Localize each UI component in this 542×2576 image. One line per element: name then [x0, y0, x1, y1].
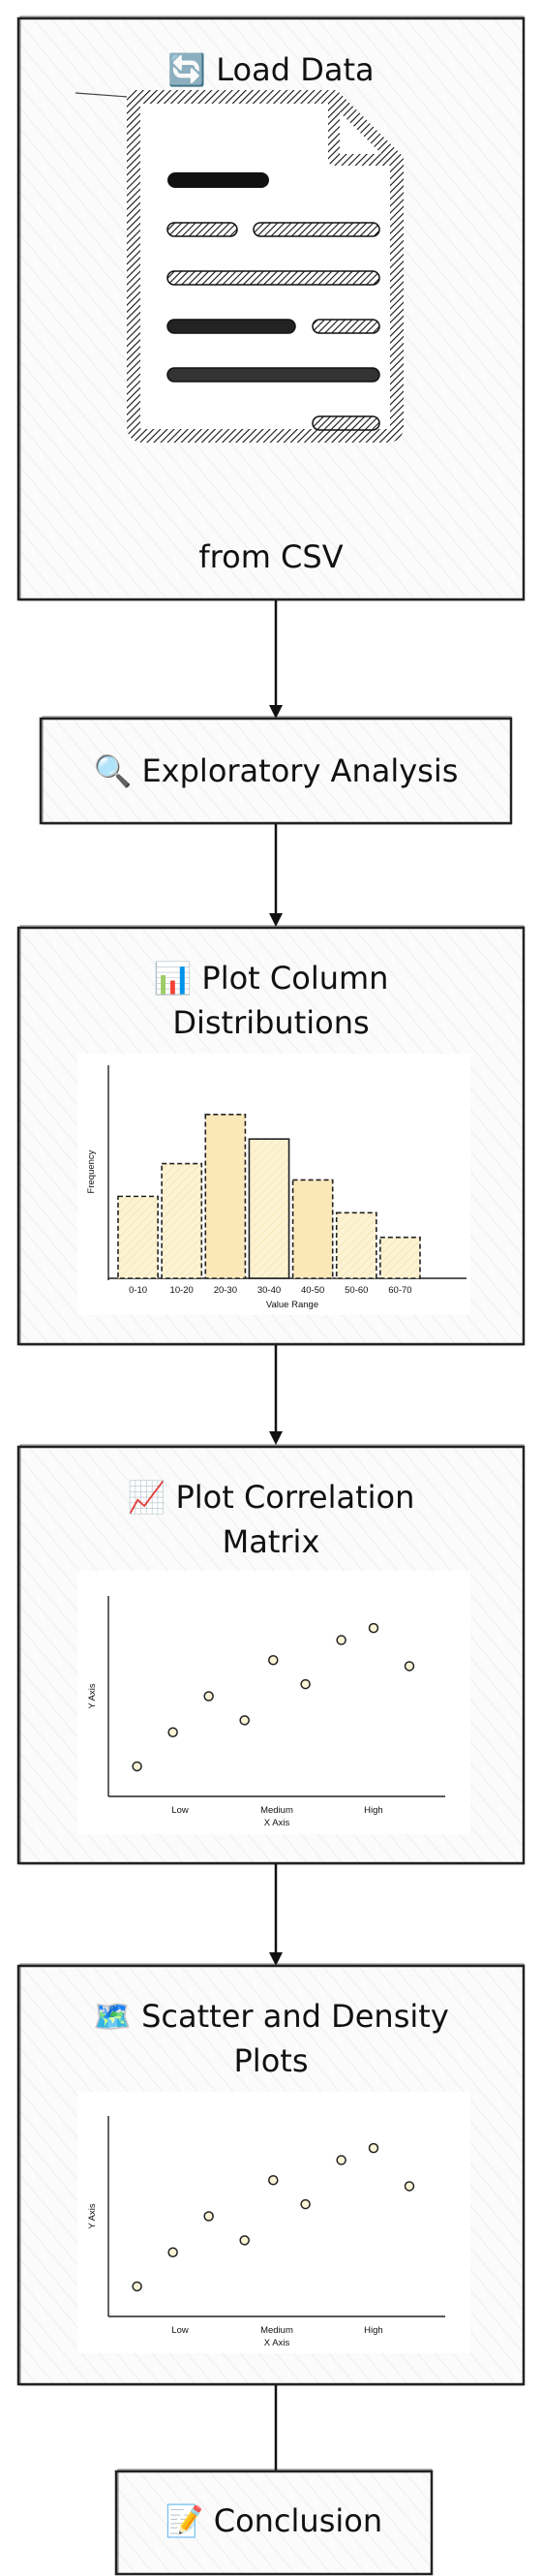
scatter-point	[203, 2211, 214, 2222]
node-load-data	[16, 15, 526, 601]
scatter-point	[404, 2181, 415, 2192]
node-corr-title-line1: 📈 Plot Correlation	[18, 1475, 524, 1519]
scatter-point	[300, 1678, 311, 1690]
histogram-bar	[379, 1236, 421, 1279]
scatter-x-tick-label: Medium	[260, 1805, 293, 1816]
scatter-point	[132, 2281, 142, 2292]
node-scatter-title-line2: Plots	[233, 2042, 309, 2079]
scatter-point	[167, 1727, 178, 1738]
histogram-x-tick-label: 60-70	[388, 1285, 411, 1296]
histogram-x-tick-label: 10-20	[170, 1285, 194, 1296]
load-data-title-text: Load Data	[216, 51, 375, 88]
histogram-bar	[291, 1179, 334, 1279]
histogram-bar	[248, 1138, 290, 1279]
scatter-y-axis-label: Y Axis	[87, 2203, 98, 2228]
histogram-x-tick-label: 0-10	[129, 1285, 147, 1296]
histogram-x-axis-label: Value Range	[266, 1300, 318, 1310]
scatter-point	[268, 2174, 279, 2186]
node-plot-column-distributions: 0-10 10-20 20-30 30-40 40-50 50-60 60-70 Value …	[16, 925, 526, 1346]
scatter-x-tick-label: Medium	[260, 2325, 293, 2336]
scatter-x-tick-label: Low	[171, 2325, 189, 2336]
scatter-point	[268, 1654, 279, 1666]
histogram-bar	[161, 1162, 203, 1279]
line-chart-icon: 📈	[127, 1479, 166, 1516]
eda-title-text: Exploratory Analysis	[141, 752, 459, 789]
histogram-chart: 0-10 10-20 20-30 30-40 40-50 50-60 60-70 Value …	[86, 1065, 467, 1310]
node-scatter-title-line1: 🗺️ Scatter and Density	[18, 1994, 524, 2039]
scatter-point	[203, 1691, 214, 1702]
histogram-bar	[117, 1195, 159, 1279]
scatter-point	[368, 2142, 379, 2154]
refresh-icon: 🔄	[167, 51, 207, 88]
node-load-data-subtitle: from CSV	[198, 538, 344, 575]
conclusion-title-text: Conclusion	[213, 2502, 383, 2539]
scatter-density-chart: Low Medium High X Axis Y Axis	[87, 2116, 445, 2348]
corr-title-line1-text: Plot Correlation	[175, 1479, 415, 1516]
node-dist-title-line1: 📊 Plot Column	[18, 956, 524, 1000]
node-plot-correlation-matrix: Low Medium High X Axis Y Axis	[16, 1444, 526, 1865]
histogram-x-tick-label: 20-30	[214, 1285, 237, 1296]
scatter-point	[239, 2235, 250, 2246]
histogram-x-tick-label: 30-40	[257, 1285, 281, 1296]
scatter-point	[239, 1715, 250, 1726]
scatter-panel	[77, 2092, 470, 2353]
scatter-x-axis-label: X Axis	[264, 1818, 290, 1828]
memo-icon: 📝	[165, 2502, 204, 2539]
magnifier-icon: 🔍	[93, 752, 133, 789]
dist-title-line1-text: Plot Column	[201, 960, 389, 997]
scatter-point	[132, 1761, 142, 1772]
node-load-data-title: 🔄 Load Data	[18, 47, 524, 92]
scatter-x-axis-label: X Axis	[264, 2338, 290, 2348]
scatter-x-tick-label: Low	[171, 1805, 189, 1816]
histogram-x-tick-label: 50-60	[345, 1285, 368, 1296]
scatter-point	[404, 1661, 415, 1671]
document-icon	[127, 90, 404, 443]
node-scatter-density-plots: Low Medium High X Axis Y Axis	[16, 1963, 526, 2386]
scatter-point	[167, 2247, 178, 2258]
node-conclusion-title: 📝 Conclusion	[116, 2499, 432, 2543]
scatter-title-line1-text: Scatter and Density	[141, 1998, 449, 2035]
correlation-panel	[77, 1571, 470, 1834]
node-conclusion	[114, 2469, 434, 2576]
node-corr-title-line2: Matrix	[222, 1523, 320, 1560]
histogram-bar	[335, 1211, 377, 1279]
histogram-x-tick-label: 40-50	[301, 1285, 324, 1296]
map-icon: 🗺️	[93, 1998, 133, 2035]
histogram-bar	[204, 1113, 247, 1279]
scatter-x-tick-label: High	[364, 2325, 383, 2336]
scatter-point	[336, 2155, 346, 2165]
histogram-y-axis-label: Frequency	[86, 1150, 97, 1193]
correlation-scatter-chart: Low Medium High X Axis Y Axis	[87, 1596, 445, 1828]
node-eda-title: 🔍 Exploratory Analysis	[41, 749, 511, 793]
scatter-point	[300, 2198, 311, 2210]
sketch-mark	[75, 92, 129, 98]
scatter-point	[336, 1635, 346, 1645]
bar-chart-icon: 📊	[153, 960, 193, 997]
scatter-x-tick-label: High	[364, 1805, 383, 1816]
node-exploratory-analysis	[39, 716, 513, 825]
scatter-y-axis-label: Y Axis	[87, 1683, 98, 1708]
scatter-point	[368, 1622, 379, 1634]
node-dist-title-line2: Distributions	[172, 1004, 370, 1041]
